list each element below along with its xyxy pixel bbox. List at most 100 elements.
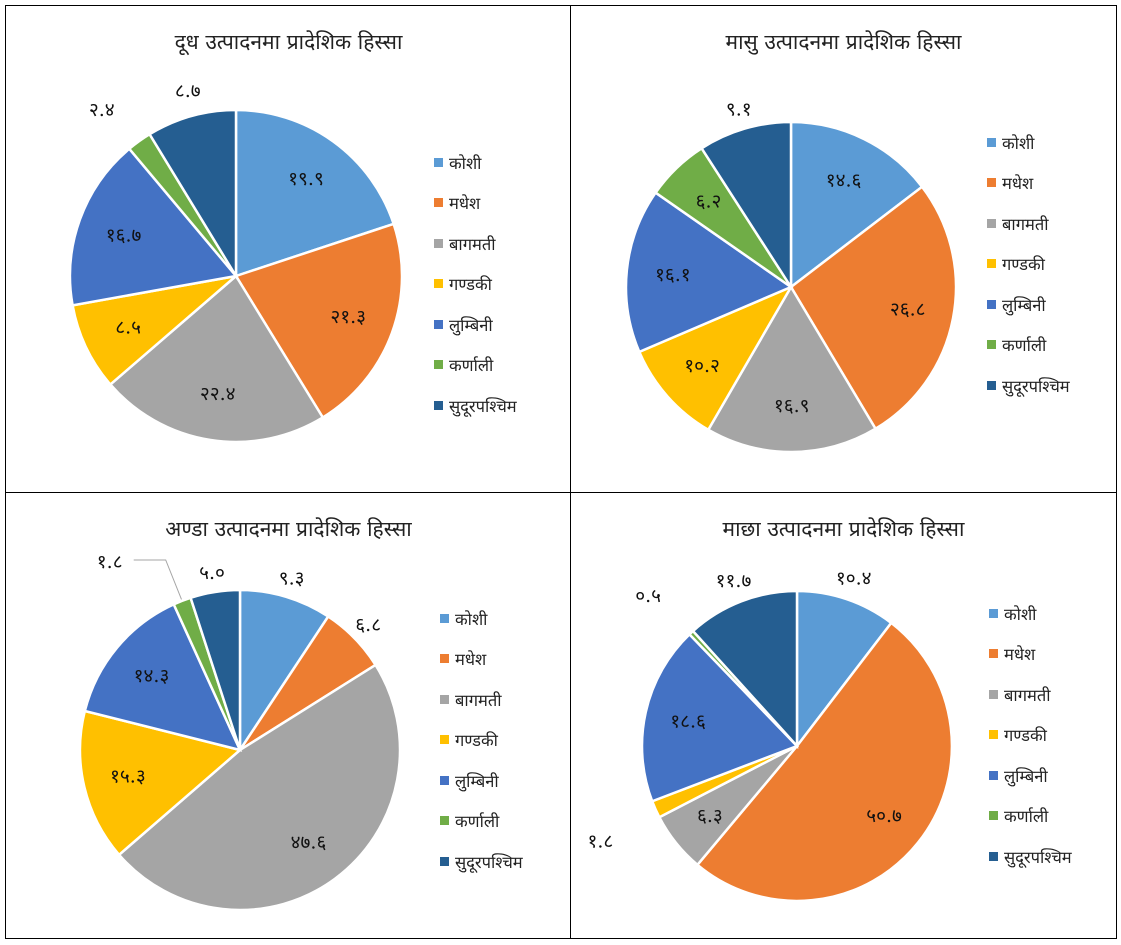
legend-swatch <box>987 218 996 228</box>
pie-slice-sudurpashchim <box>189 588 242 751</box>
legend-swatch <box>434 157 443 167</box>
data-label-lumbini: १६.१ <box>655 264 691 286</box>
legend-label: बागमती <box>1004 685 1051 705</box>
data-label-bagmati: ६.३ <box>697 805 723 827</box>
pie-slice-koshi <box>238 588 330 755</box>
legend-label: बागमती <box>449 234 496 254</box>
legend-label: सुदूरपश्चिम <box>449 396 517 416</box>
legend-label: गण्डकी <box>455 731 498 751</box>
legend-item-koshi: कोशी <box>434 142 517 183</box>
legend-swatch <box>434 360 443 370</box>
legend-swatch <box>987 380 996 390</box>
legend-item-sudurpashchim: सुदूरपश्चिम <box>434 385 517 426</box>
chart-panel-fish: माछा उत्पादनमा प्रादेशिक हिस्सा १०.४ ५०.७ ६… <box>570 492 1117 939</box>
legend-swatch <box>987 340 996 350</box>
legend-swatch <box>434 400 443 410</box>
legend-swatch <box>989 649 998 659</box>
chart-title: दूध उत्पादनमा प्रादेशिक हिस्सा <box>174 30 403 54</box>
data-label-koshi: ९.३ <box>279 567 305 589</box>
pie-chart-fish: १०.४ ५०.७ ६.३ १.८ १८.६ ०.५ ११.७ <box>587 568 954 903</box>
legend-swatch <box>987 178 996 188</box>
pie-slice-bagmati <box>117 663 402 912</box>
legend-label: कर्णाली <box>1002 336 1047 356</box>
data-label-madhesh: २६.८ <box>890 299 926 321</box>
chart-title: अण्डा उत्पादनमा प्रादेशिक हिस्सा <box>165 517 412 541</box>
legend-item-madhesh: मधेश <box>989 634 1072 675</box>
data-label-karnali: ०.५ <box>635 585 661 607</box>
legend-label: लुम्बिनी <box>455 771 499 791</box>
legend-swatch <box>434 319 443 329</box>
legend-item-sudurpashchim: सुदूरपश्चिम <box>440 841 523 882</box>
data-label-lumbini: १६.७ <box>106 224 142 246</box>
chart-panel-egg: अण्डा उत्पादनमा प्रादेशिक हिस्सा ९.३ ६.८ ४७… <box>5 492 572 939</box>
chart-title: मासु उत्पादनमा प्रादेशिक हिस्सा <box>725 30 962 54</box>
legend-label: सुदूरपश्चिम <box>455 852 523 872</box>
legend-label: मधेश <box>1002 174 1034 194</box>
legend-item-lumbini: लुम्बिनी <box>987 284 1070 325</box>
data-label-sudurpashchim: ८.७ <box>175 80 201 102</box>
pie-slice-gandaki <box>637 284 794 432</box>
data-label-bagmati: ४७.६ <box>291 832 327 854</box>
legend-swatch <box>989 770 998 780</box>
legend-item-koshi: कोशी <box>989 593 1072 634</box>
leader-line-karnali <box>133 559 182 600</box>
pie-slice-madhesh <box>789 185 958 431</box>
legend-swatch <box>440 856 449 866</box>
pie-slice-koshi <box>789 120 924 290</box>
data-label-gandaki: १५.३ <box>110 766 146 788</box>
legend-item-bagmati: बागमती <box>987 203 1070 244</box>
legend-label: बागमती <box>1002 214 1049 234</box>
data-label-madhesh: ६.८ <box>355 614 381 636</box>
legend-item-karnali: कर्णाली <box>987 325 1070 366</box>
legend-label: लुम्बिनी <box>1002 295 1046 315</box>
data-label-sudurpashchim: ११.७ <box>716 570 752 592</box>
legend-item-lumbini: लुम्बिनी <box>440 760 523 801</box>
legend-label: कोशी <box>1004 604 1037 624</box>
legend-swatch <box>434 279 443 289</box>
legend-label: लुम्बिनी <box>449 315 493 335</box>
data-label-karnali: २.४ <box>89 99 115 121</box>
legend-label: कोशी <box>449 153 482 173</box>
legend-label: गण्डकी <box>1004 726 1047 746</box>
legend-item-koshi: कोशी <box>987 122 1070 163</box>
pie-slice-madhesh <box>695 621 954 903</box>
pie-slice-koshi <box>795 589 893 750</box>
data-label-gandaki: १.८ <box>587 830 613 852</box>
legend: कोशी मधेश बागमती गण्डकी लुम्बिनी कर्णाली सुदूर… <box>989 593 1072 877</box>
pie-slice-madhesh <box>234 222 404 420</box>
pie-slice-sudurpashchim <box>147 108 238 281</box>
legend-swatch <box>987 259 996 269</box>
legend-item-lumbini: लुम्बिनी <box>434 304 517 345</box>
legend: कोशी मधेश बागमती गण्डकी लुम्बिनी कर्णाली सुदूर… <box>987 122 1070 406</box>
data-label-gandaki: ८.५ <box>115 316 141 338</box>
legend-item-bagmati: बागमती <box>434 223 517 264</box>
legend-label: मधेश <box>449 194 481 214</box>
legend-swatch <box>434 198 443 208</box>
legend-swatch <box>989 608 998 618</box>
legend-item-sudurpashchim: सुदूरपश्चिम <box>989 836 1072 877</box>
pie-slice-lumbini <box>83 602 243 752</box>
legend-label: मधेश <box>455 650 487 670</box>
data-label-sudurpashchim: ५.० <box>199 562 225 584</box>
legend-swatch <box>989 730 998 740</box>
legend-label: कोशी <box>1002 133 1035 153</box>
legend: कोशी मधेश बागमती गण्डकी लुम्बिनी कर्णाली सुदूर… <box>434 142 517 426</box>
legend-swatch <box>440 613 449 623</box>
chart-panel-meat: मासु उत्पादनमा प्रादेशिक हिस्सा १४.६ २६.८ १… <box>570 5 1117 494</box>
legend-swatch <box>987 137 996 147</box>
data-label-bagmati: २२.४ <box>200 383 236 405</box>
legend-label: मधेश <box>1004 645 1036 665</box>
legend-swatch <box>989 811 998 821</box>
legend-swatch <box>989 851 998 861</box>
pie-slice-sudurpashchim <box>691 589 799 750</box>
pie-slice-lumbini <box>68 147 239 307</box>
data-label-madhesh: २१.३ <box>330 306 366 328</box>
data-label-karnali: १.८ <box>97 551 123 573</box>
legend-label: कर्णाली <box>455 812 500 832</box>
pie-slice-koshi <box>234 108 396 278</box>
legend-swatch <box>440 694 449 704</box>
legend: कोशी मधेश बागमती गण्डकी लुम्बिनी कर्णाली सुदूर… <box>440 598 523 882</box>
data-label-sudurpashchim: ९.१ <box>726 99 752 121</box>
chart-title: माछा उत्पादनमा प्रादेशिक हिस्सा <box>722 517 965 541</box>
pie-chart-meat: १४.६ २६.८ १६.९ १०.२ १६.१ ६.२ ९.१ <box>624 99 958 454</box>
